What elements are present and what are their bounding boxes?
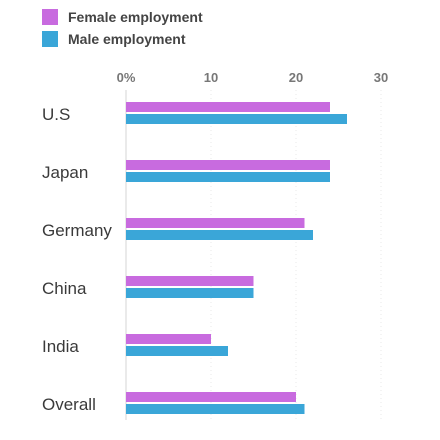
bar-female — [126, 276, 254, 286]
x-tick-label: 20 — [289, 70, 303, 85]
legend-label-male: Male employment — [68, 31, 186, 47]
category-label: India — [42, 337, 79, 356]
bar-female — [126, 102, 330, 112]
category-label: China — [42, 279, 87, 298]
bar-male — [126, 114, 347, 124]
legend-swatch-female — [42, 9, 58, 25]
x-tick-label: 30 — [374, 70, 388, 85]
category-label: U.S — [42, 105, 70, 124]
x-tick-label: 0% — [117, 70, 136, 85]
category-label: Japan — [42, 163, 88, 182]
legend-item-male: Male employment — [42, 28, 203, 50]
bar-female — [126, 334, 211, 344]
legend: Female employment Male employment — [42, 6, 203, 50]
bar-female — [126, 218, 305, 228]
category-label: Overall — [42, 395, 96, 414]
bar-female — [126, 392, 296, 402]
bar-male — [126, 230, 313, 240]
x-tick-label: 10 — [204, 70, 218, 85]
bar-female — [126, 160, 330, 170]
bar-male — [126, 404, 305, 414]
bar-male — [126, 172, 330, 182]
legend-swatch-male — [42, 31, 58, 47]
legend-label-female: Female employment — [68, 9, 203, 25]
bar-male — [126, 346, 228, 356]
bar-male — [126, 288, 254, 298]
legend-item-female: Female employment — [42, 6, 203, 28]
category-label: Germany — [42, 221, 112, 240]
